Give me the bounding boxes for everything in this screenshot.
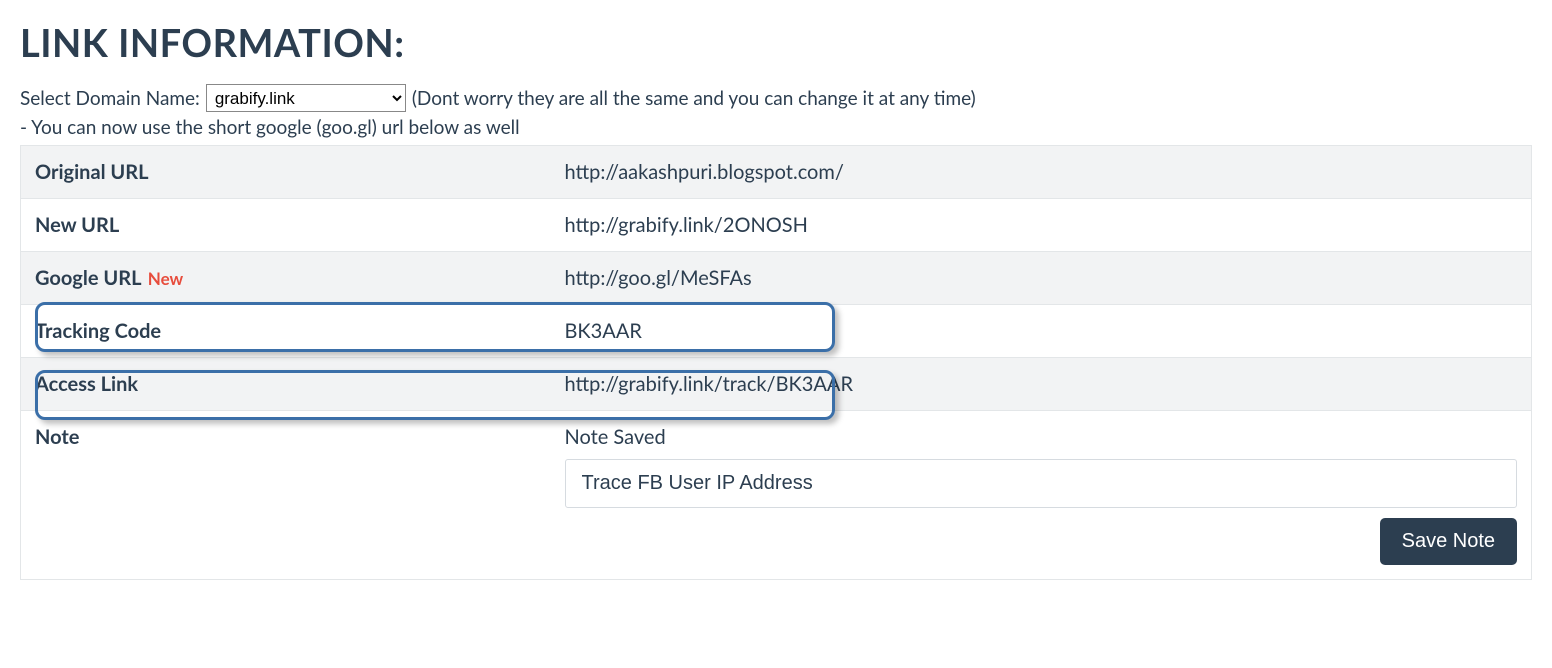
label-access-link: Access Link (21, 358, 551, 411)
value-note: Note Saved Save Note (551, 411, 1532, 580)
label-google-url-text: Google URL (35, 266, 141, 290)
value-tracking-code: BK3AAR (551, 305, 1532, 358)
page-title: LINK INFORMATION: (20, 20, 1532, 66)
domain-selector-hint: (Dont worry they are all the same and yo… (412, 87, 976, 110)
label-new-url: New URL (21, 199, 551, 252)
row-note: Note Note Saved Save Note (21, 411, 1532, 580)
value-access-link: http://grabify.link/track/BK3AAR (551, 358, 1532, 411)
label-tracking-code: Tracking Code (21, 305, 551, 358)
row-access-link: Access Link http://grabify.link/track/BK… (21, 358, 1532, 411)
value-original-url: http://aakashpuri.blogspot.com/ (551, 146, 1532, 199)
note-saved-text: Note Saved (565, 425, 1518, 449)
save-note-button[interactable]: Save Note (1380, 518, 1517, 565)
row-original-url: Original URL http://aakashpuri.blogspot.… (21, 146, 1532, 199)
domain-selector-label: Select Domain Name: (20, 87, 200, 110)
value-new-url: http://grabify.link/2ONOSH (551, 199, 1532, 252)
label-note: Note (21, 411, 551, 580)
label-original-url: Original URL (21, 146, 551, 199)
page-container: LINK INFORMATION: Select Domain Name: gr… (20, 20, 1532, 580)
value-google-url: http://goo.gl/MeSFAs (551, 252, 1532, 305)
new-badge: New (148, 268, 183, 289)
row-tracking-code: Tracking Code BK3AAR (21, 305, 1532, 358)
label-google-url: Google URL New (21, 252, 551, 305)
row-google-url: Google URL New http://goo.gl/MeSFAs (21, 252, 1532, 305)
note-input[interactable] (565, 459, 1518, 508)
row-new-url: New URL http://grabify.link/2ONOSH (21, 199, 1532, 252)
domain-selector[interactable]: grabify.link (206, 84, 406, 112)
domain-selector-row: Select Domain Name: grabify.link (Dont w… (20, 84, 1532, 112)
subnote-text: - You can now use the short google (goo.… (20, 116, 1532, 139)
link-info-table: Original URL http://aakashpuri.blogspot.… (20, 145, 1532, 580)
